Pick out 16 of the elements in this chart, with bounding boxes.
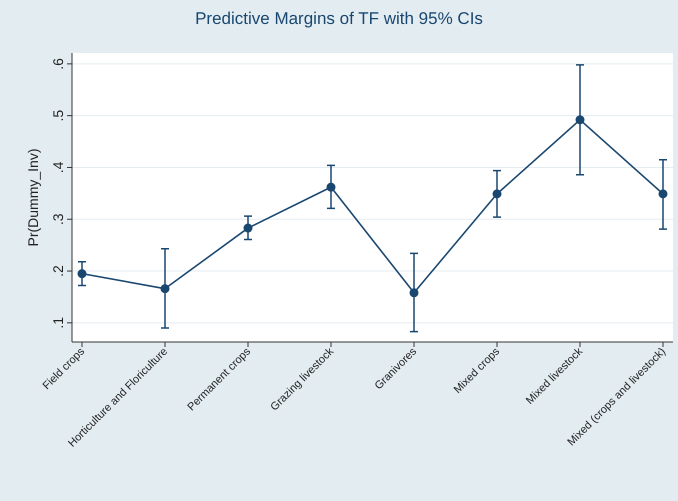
y-tick-label: .3 (50, 213, 66, 226)
point (492, 189, 502, 198)
point (78, 269, 86, 278)
point (410, 288, 418, 298)
point (658, 189, 668, 198)
y-tick-label: .6 (50, 58, 66, 70)
point (326, 182, 336, 192)
y-tick-label: .1 (50, 316, 66, 329)
point (576, 115, 584, 124)
y-axis-title: Pr(Dummy_Inv) (25, 148, 41, 247)
point (244, 224, 252, 233)
point (160, 284, 170, 294)
y-tick-label: .5 (50, 110, 66, 122)
y-tick-label: .4 (50, 161, 66, 174)
chart-title: Predictive Margins of TF with 95% CIs (195, 9, 483, 28)
y-tick-label: .2 (50, 265, 66, 277)
